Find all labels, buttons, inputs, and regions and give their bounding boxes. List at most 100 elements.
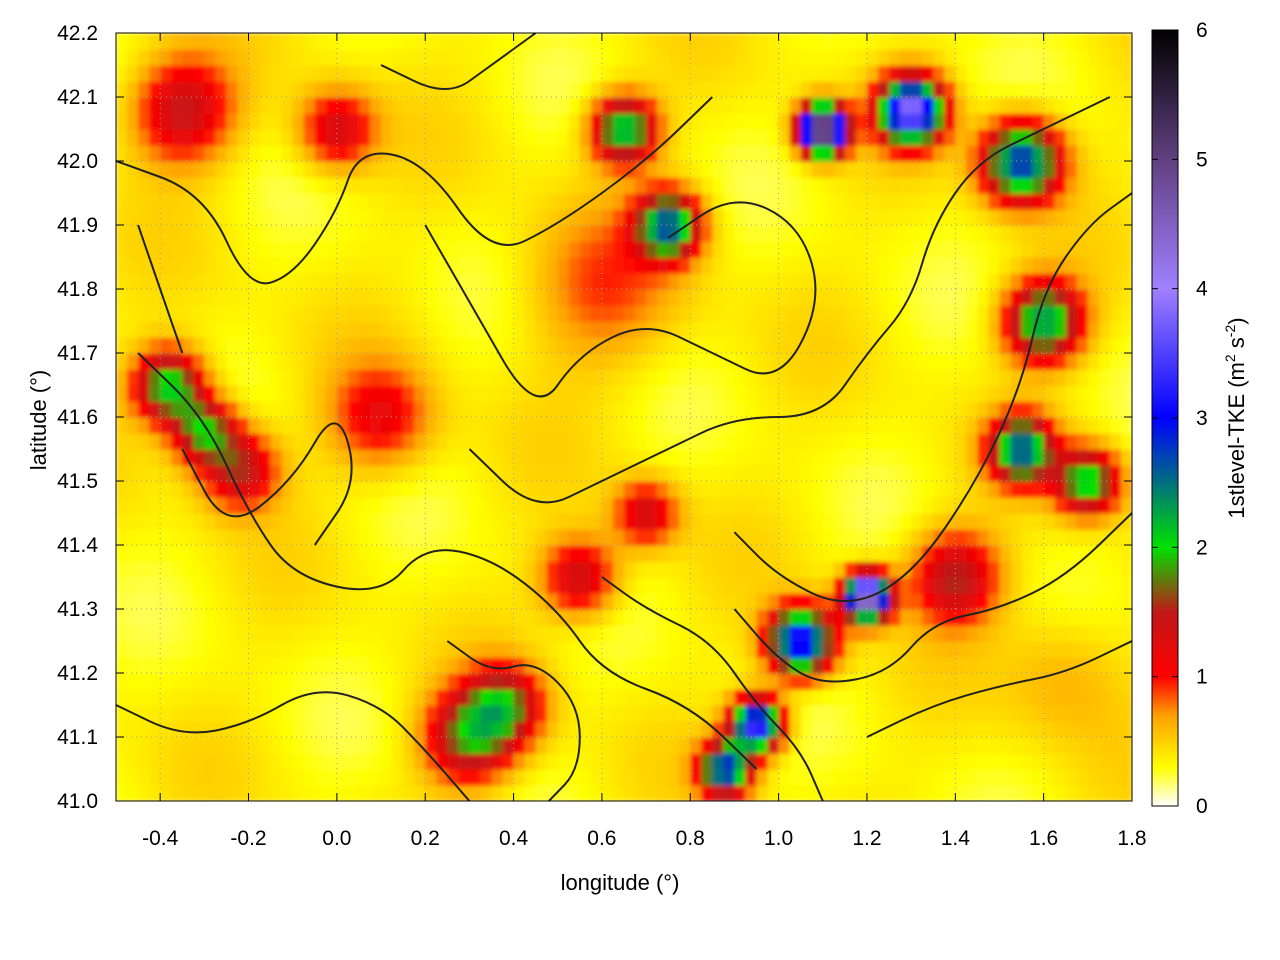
- heatmap-cell: [303, 721, 316, 738]
- heatmap-cell: [590, 209, 603, 226]
- heatmap-cell: [690, 385, 703, 402]
- heatmap-cell: [878, 33, 890, 50]
- heatmap-cell: [855, 705, 868, 722]
- heatmap-cell: [425, 593, 438, 610]
- heatmap-cell: [480, 401, 493, 418]
- heatmap-cell: [1065, 81, 1078, 98]
- heatmap-cell: [458, 385, 471, 402]
- heatmap-cell: [436, 417, 449, 434]
- heatmap-cell: [248, 401, 261, 418]
- heatmap-cell: [977, 225, 990, 242]
- heatmap-cell: [778, 209, 791, 226]
- heatmap-cell: [568, 737, 581, 754]
- heatmap-cell: [325, 449, 338, 466]
- heatmap-cell: [977, 49, 990, 66]
- heatmap-cell: [944, 545, 957, 562]
- heatmap-cell: [767, 65, 780, 82]
- heatmap-cell: [237, 289, 250, 306]
- heatmap-cell: [237, 225, 250, 242]
- heatmap-cell: [138, 721, 150, 738]
- heatmap-cell: [469, 241, 482, 258]
- heatmap-cell: [204, 33, 217, 50]
- heatmap-cell: [358, 177, 371, 194]
- heatmap-cell: [557, 305, 570, 322]
- heatmap-cell: [160, 305, 173, 322]
- heatmap-cell: [778, 273, 791, 290]
- heatmap-cell: [977, 705, 990, 722]
- heatmap-cell: [524, 641, 537, 658]
- heatmap-cell: [778, 81, 791, 98]
- heatmap-cell: [127, 433, 139, 450]
- heatmap-cell: [734, 33, 747, 50]
- heatmap-cell: [259, 657, 272, 674]
- heatmap-cell: [866, 625, 879, 642]
- heatmap-cell: [414, 673, 427, 690]
- heatmap-cell: [127, 657, 139, 674]
- heatmap-cell: [1043, 209, 1056, 226]
- heatmap-cell: [701, 705, 714, 722]
- heatmap-cell: [248, 337, 261, 354]
- heatmap-cell: [1109, 545, 1122, 562]
- heatmap-cell: [215, 129, 228, 146]
- heatmap-cell: [248, 545, 261, 562]
- heatmap-cell: [1065, 721, 1078, 738]
- heatmap-cell: [955, 561, 968, 578]
- heatmap-cell: [325, 417, 338, 434]
- heatmap-cell: [612, 529, 625, 546]
- heatmap-cell: [502, 81, 515, 98]
- heatmap-cell: [579, 193, 592, 210]
- heatmap-cell: [182, 369, 195, 386]
- heatmap-cell: [226, 657, 239, 674]
- heatmap-cell: [469, 161, 482, 178]
- heatmap-cell: [778, 673, 791, 690]
- heatmap-cell: [557, 721, 570, 738]
- heatmap-cell: [1065, 161, 1078, 178]
- heatmap-cell: [392, 593, 404, 610]
- heatmap-cell: [679, 593, 692, 610]
- heatmap-cell: [314, 289, 327, 306]
- heatmap-cell: [811, 113, 824, 130]
- heatmap-cell: [889, 337, 901, 354]
- heatmap-cell: [778, 785, 791, 801]
- heatmap-cell: [524, 769, 537, 786]
- heatmap-cell: [237, 417, 250, 434]
- heatmap-cell: [723, 721, 736, 738]
- heatmap-cell: [955, 33, 968, 50]
- heatmap-cell: [436, 337, 449, 354]
- heatmap-cell: [491, 177, 504, 194]
- heatmap-cell: [1120, 49, 1132, 66]
- heatmap-cell: [237, 241, 250, 258]
- heatmap-cell: [281, 689, 294, 706]
- heatmap-cell: [1032, 673, 1045, 690]
- heatmap-cell: [1109, 625, 1122, 642]
- heatmap-cell: [392, 209, 404, 226]
- heatmap-cell: [579, 769, 592, 786]
- heatmap-cell: [767, 577, 780, 594]
- heatmap-cell: [778, 657, 791, 674]
- heatmap-cell: [911, 305, 923, 322]
- heatmap-cell: [292, 401, 305, 418]
- heatmap-cell: [922, 641, 935, 658]
- heatmap-cell: [1109, 193, 1122, 210]
- heatmap-cell: [248, 417, 261, 434]
- heatmap-cell: [270, 401, 283, 418]
- heatmap-cell: [624, 193, 636, 210]
- heatmap-cell: [590, 545, 603, 562]
- heatmap-cell: [182, 673, 195, 690]
- heatmap-cell: [1010, 49, 1023, 66]
- heatmap-cell: [612, 673, 625, 690]
- heatmap-cell: [204, 721, 217, 738]
- heatmap-cell: [281, 385, 294, 402]
- heatmap-cell: [922, 785, 935, 801]
- heatmap-cell: [513, 593, 526, 610]
- heatmap-cell: [215, 193, 228, 210]
- heatmap-cell: [756, 129, 769, 146]
- heatmap-cell: [889, 545, 901, 562]
- heatmap-cell: [237, 769, 250, 786]
- heatmap-cell: [171, 513, 184, 530]
- heatmap-cell: [557, 65, 570, 82]
- heatmap-cell: [513, 449, 526, 466]
- heatmap-cell: [127, 785, 139, 801]
- heatmap-cell: [116, 529, 128, 546]
- heatmap-cell: [955, 577, 968, 594]
